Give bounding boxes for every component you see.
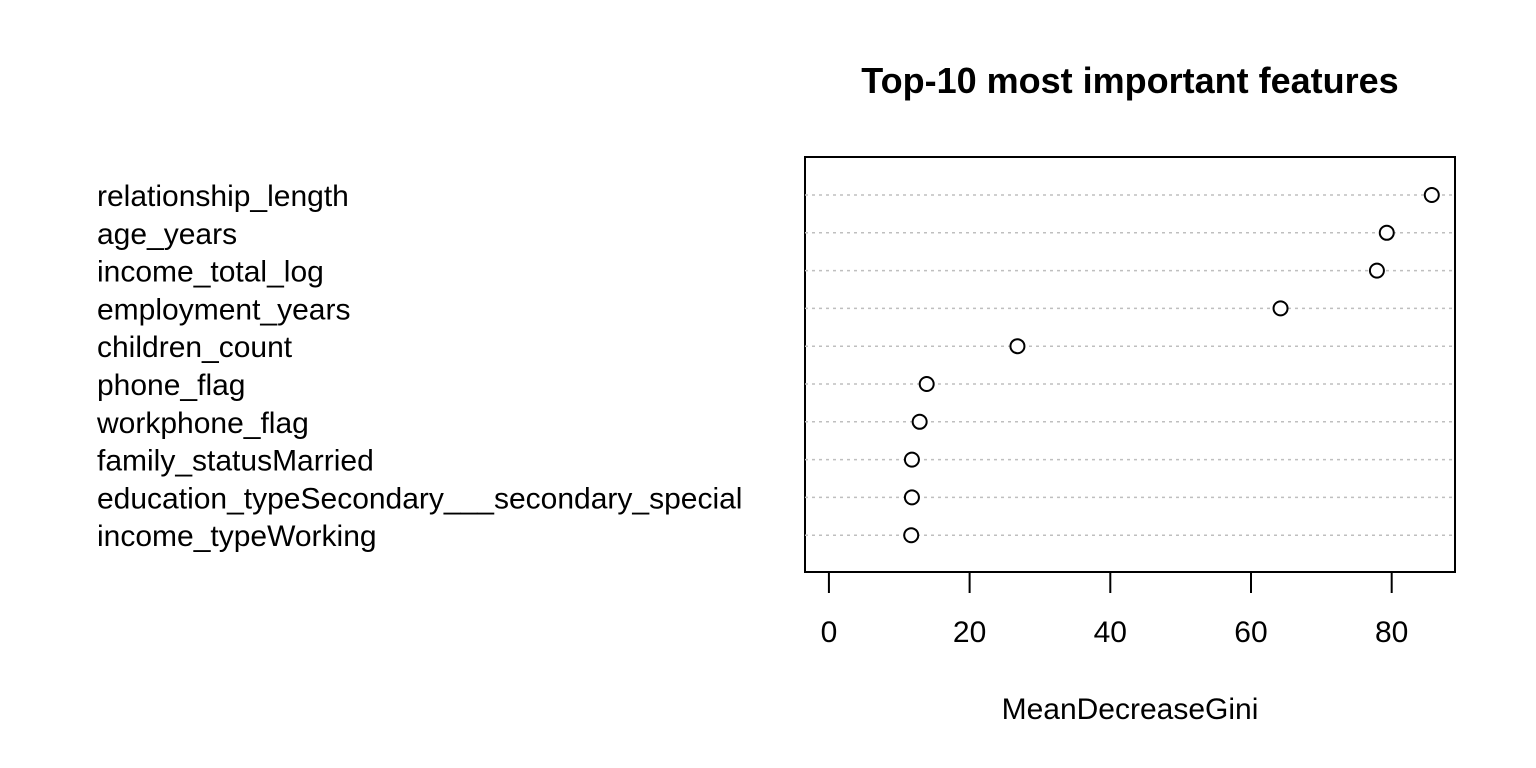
data-point bbox=[903, 527, 920, 544]
category-label: income_typeWorking bbox=[97, 520, 377, 553]
category-label: relationship_length bbox=[97, 180, 349, 213]
data-point bbox=[1009, 338, 1026, 355]
chart-title: Top-10 most important features bbox=[861, 60, 1398, 101]
data-point bbox=[1423, 187, 1440, 203]
x-tick-label: 40 bbox=[1094, 616, 1127, 649]
x-tick-label: 60 bbox=[1234, 616, 1267, 649]
x-tick-label: 0 bbox=[821, 616, 838, 649]
category-label: age_years bbox=[97, 218, 237, 251]
data-point bbox=[1378, 224, 1395, 241]
plot-frame bbox=[804, 156, 1456, 573]
category-labels: relationship_length age_years income_total… bbox=[96, 180, 742, 553]
x-tick-label: 80 bbox=[1375, 616, 1408, 649]
x-axis: 0 20 40 60 80 bbox=[821, 571, 1408, 649]
category-label: income_total_log bbox=[97, 256, 324, 289]
data-point bbox=[1272, 300, 1289, 317]
data-point bbox=[918, 376, 935, 392]
x-tick-label: 20 bbox=[953, 616, 986, 649]
data-point bbox=[1368, 262, 1385, 279]
data-point bbox=[903, 489, 920, 506]
category-label: workphone_flag bbox=[96, 407, 309, 440]
category-label: education_typeSecondary___secondary_spec… bbox=[97, 482, 742, 515]
category-label: phone_flag bbox=[97, 369, 245, 402]
x-axis-label: MeanDecreaseGini bbox=[1002, 693, 1259, 726]
points-layer bbox=[903, 187, 1440, 544]
category-label: children_count bbox=[97, 331, 293, 364]
grid-layer bbox=[805, 194, 1455, 536]
data-point bbox=[903, 451, 920, 468]
category-label: family_statusMarried bbox=[97, 445, 374, 478]
data-point bbox=[911, 413, 928, 430]
category-label: employment_years bbox=[97, 293, 350, 326]
